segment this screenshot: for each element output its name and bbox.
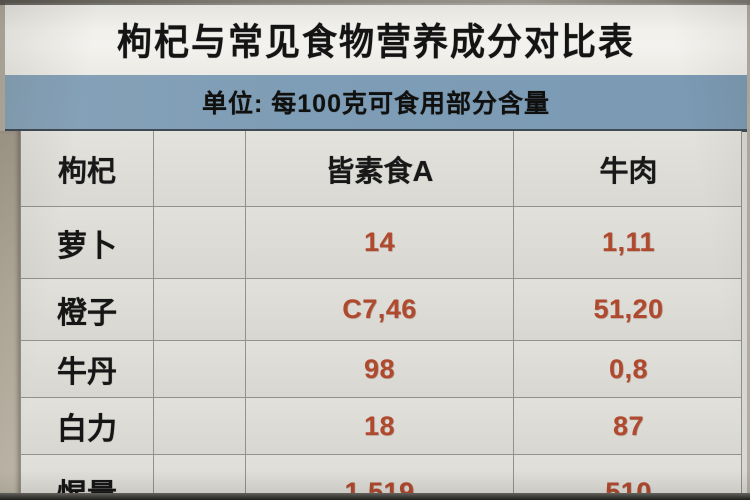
spacer-cell (154, 341, 246, 397)
photo-top-edge (0, 0, 750, 5)
unit-label: 单位: 每100克可食用部分含量 (202, 90, 550, 118)
photo-bottom-edge (0, 493, 750, 500)
table-row: 惺量 1,519 510 (21, 455, 741, 500)
header-cell-spacer (154, 131, 246, 206)
row-label: 牛丹 (21, 341, 154, 397)
value-cell: 18 (246, 398, 514, 454)
table-row: 萝卜 14 1,11 (21, 207, 741, 279)
spacer-cell (154, 279, 246, 340)
page-title: 枸杞与常见食物营养成分对比表 (116, 21, 635, 63)
table-header-row: 枸杞 皆素食A 牛肉 (21, 131, 741, 207)
spacer-cell (154, 398, 246, 454)
photo-left-margin (0, 131, 20, 494)
value-cell: 1,519 (246, 455, 514, 500)
row-label: 白力 (21, 398, 154, 454)
value-cell: 87 (514, 398, 741, 454)
header-cell-col-a: 皆素食A (246, 131, 514, 206)
value-cell: C7,46 (246, 279, 514, 340)
title-band: 枸杞与常见食物营养成分对比表 (5, 3, 747, 75)
table-row: 橙子 C7,46 51,20 (21, 279, 741, 341)
value-cell: 14 (246, 207, 514, 278)
nutrition-table: 枸杞 皆素食A 牛肉 萝卜 14 1,11 橙子 C7,46 51,20 牛丹 … (20, 131, 742, 500)
table-row: 白力 18 87 (21, 398, 741, 455)
unit-banner: 单位: 每100克可食用部分含量 (5, 75, 747, 132)
row-label: 橙子 (21, 279, 154, 340)
spacer-cell (154, 207, 246, 278)
row-label: 萝卜 (21, 207, 154, 278)
value-cell: 0,8 (514, 341, 741, 397)
value-cell: 1,11 (514, 207, 741, 278)
value-cell: 98 (246, 341, 514, 397)
spacer-cell (154, 455, 246, 500)
header-cell-gouqi: 枸杞 (21, 131, 154, 206)
value-cell: 510 (514, 455, 741, 500)
header-cell-beef: 牛肉 (514, 131, 741, 206)
table-row: 牛丹 98 0,8 (21, 341, 741, 398)
value-cell: 51,20 (514, 279, 741, 340)
